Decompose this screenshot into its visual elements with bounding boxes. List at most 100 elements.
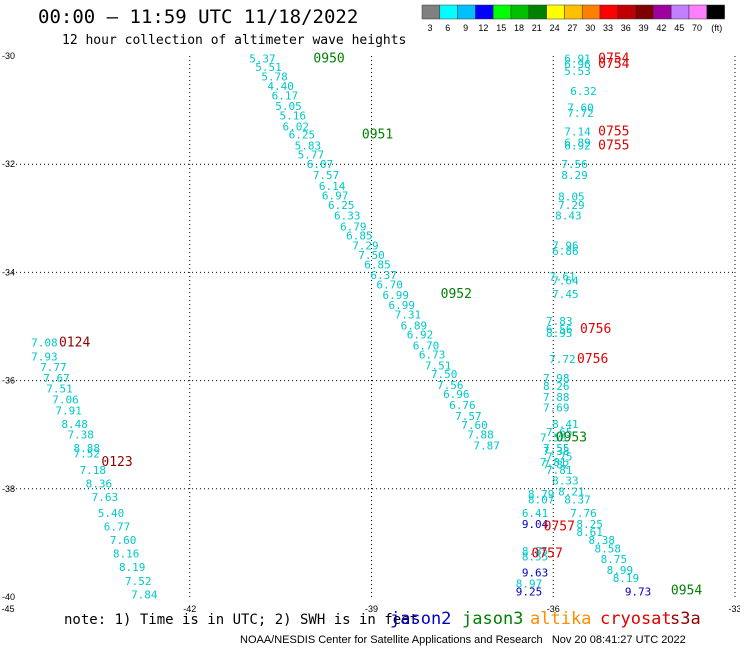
wave-height-label: 7.38 <box>67 429 94 442</box>
wave-height-label: 6.02 <box>283 120 310 133</box>
time-label: 0953 <box>556 430 587 445</box>
time-label: 0754 <box>598 52 629 67</box>
wave-height-label: 6.41 <box>522 507 549 520</box>
wave-height-label: 8.33 <box>552 475 579 488</box>
chart-title: 00:00 – 11:59 UTC 11/18/2022 <box>38 6 359 28</box>
scale-label: 6 <box>445 23 450 33</box>
x-tick-label: -36 <box>547 604 560 614</box>
wave-height-label: 7.52 <box>74 448 101 461</box>
wave-height-label: 6.89 <box>401 319 428 332</box>
wave-height-label: 7.77 <box>40 361 67 374</box>
wave-height-label: 8.05 <box>558 191 585 204</box>
wave-height-label: 7.82 <box>543 458 570 471</box>
wave-height-label: 8.75 <box>601 553 628 566</box>
wave-height-label: 8.61 <box>576 526 603 539</box>
wave-height-label: 8.79 <box>528 488 555 501</box>
wave-height-label: 6.79 <box>340 220 367 233</box>
scale-label: 42 <box>656 23 666 33</box>
scale-label: 70 <box>692 23 702 33</box>
wave-height-label: 7.58 <box>540 431 567 444</box>
wave-height-label: 6.89 <box>564 137 591 150</box>
wave-height-label: 7.75 <box>546 450 573 463</box>
time-label: 0754 <box>598 57 629 72</box>
scale-label: 24 <box>550 23 560 33</box>
scale-label: 15 <box>496 23 506 33</box>
y-tick-label: -34 <box>2 267 15 277</box>
wave-height-label: 7.52 <box>125 575 152 588</box>
wave-height-label: 7.45 <box>552 288 579 301</box>
y-tick-label: -38 <box>2 484 15 494</box>
time-label: 0954 <box>671 584 702 599</box>
wave-height-label: 6.91 <box>564 53 591 66</box>
wave-height-label: 7.57 <box>455 410 482 423</box>
wave-height-label: 5.40 <box>98 507 125 520</box>
wave-height-label: 8.29 <box>561 169 588 182</box>
wave-height-label: 7.51 <box>46 383 73 396</box>
wave-height-label: 7.84 <box>131 588 158 601</box>
wave-height-label: 5.83 <box>295 139 322 152</box>
wave-height-label: 5.53 <box>564 65 591 78</box>
wave-height-label: 6.96 <box>443 388 470 401</box>
y-tick-label: -30 <box>2 51 15 61</box>
time-label: 0756 <box>577 352 608 367</box>
wave-height-label: 8.43 <box>555 210 582 223</box>
scale-label: 45 <box>674 23 684 33</box>
wave-height-label: 7.69 <box>543 402 570 415</box>
wave-height-label: 5.37 <box>249 53 276 66</box>
wave-height-label: 6.86 <box>552 245 579 258</box>
wave-height-label: 6.92 <box>564 139 591 152</box>
wave-height-label: 7.72 <box>567 107 594 120</box>
wave-height-label: 7.91 <box>55 404 82 417</box>
wave-height-label: 7.29 <box>352 239 379 252</box>
legend-item-jason2: jason2 <box>390 609 452 629</box>
wave-height-label: 8.36 <box>86 477 113 490</box>
wave-height-label: 8.38 <box>588 534 615 547</box>
scale-label: (ft) <box>711 23 722 33</box>
wave-height-label: 6.97 <box>322 190 349 203</box>
wave-height-label: 7.81 <box>540 456 567 469</box>
time-label: 0757 <box>544 520 575 535</box>
x-tick-label: -42 <box>183 604 196 614</box>
wave-height-label: 6.17 <box>272 89 299 102</box>
wave-height-label: 7.60 <box>461 419 488 432</box>
color-scale: 3 6 9 12 15 18 21 24 27 30 33 36 39 42 45 70 (ft) <box>421 4 725 33</box>
credit-line: NOAA/NESDIS Center for Satellite Applica… <box>240 634 686 646</box>
wave-height-label: 9.73 <box>625 586 652 599</box>
wave-height-label: 7.14 <box>564 126 591 139</box>
wave-height-label: 7.56 <box>561 158 588 171</box>
wave-height-label: 6.37 <box>370 269 397 282</box>
x-tick-label: -33 <box>728 604 740 614</box>
wave-height-label: 9.04 <box>522 518 549 531</box>
footnote: note: 1) Time is in UTC; 2) SWH is in fe… <box>64 612 419 628</box>
scale-label: 18 <box>514 23 524 33</box>
time-label: 0950 <box>313 52 344 67</box>
wave-height-label: 7.61 <box>549 271 576 284</box>
wave-height-label: 7.98 <box>543 372 570 385</box>
wave-height-label: 7.55 <box>543 442 570 455</box>
wave-height-label: 8.37 <box>564 494 591 507</box>
wave-height-label: 6.32 <box>570 85 597 98</box>
wave-height-label: 7.65 <box>546 426 573 439</box>
wave-height-label: 7.87 <box>473 440 500 453</box>
wave-height-label: 7.88 <box>543 391 570 404</box>
x-tick-label: -45 <box>1 604 14 614</box>
wave-height-label: 6.85 <box>346 230 373 243</box>
wave-height-label: 7.81 <box>546 464 573 477</box>
scale-label: 30 <box>585 23 595 33</box>
wave-height-label: 6.56 <box>546 323 573 336</box>
wave-height-label: 6.96 <box>564 58 591 71</box>
time-label: 0757 <box>532 547 563 562</box>
wave-height-label: 7.60 <box>567 101 594 114</box>
wave-height-label: 8.16 <box>113 548 140 561</box>
wave-height-label: 4.40 <box>267 80 294 93</box>
wave-height-label: 7.56 <box>437 379 464 392</box>
wave-height-label: 7.76 <box>570 507 597 520</box>
wave-height-label: 7.38 <box>543 445 570 458</box>
wave-height-label: 8.25 <box>576 518 603 531</box>
wave-height-label: 7.63 <box>92 491 119 504</box>
wave-height-label: 8.95 <box>546 327 573 340</box>
wave-height-label: 5.16 <box>279 110 306 123</box>
time-label: 0124 <box>59 336 90 351</box>
wave-height-label: 5.78 <box>261 71 288 84</box>
wave-height-label: 7.08 <box>31 337 58 350</box>
